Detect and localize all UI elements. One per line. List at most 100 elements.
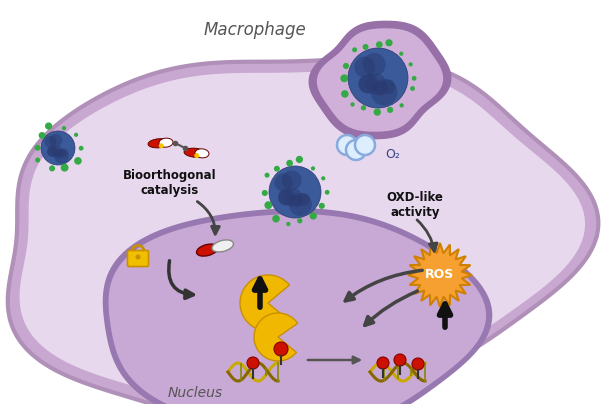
Circle shape [79,146,83,151]
Circle shape [50,134,62,147]
Circle shape [47,146,58,157]
Circle shape [262,190,268,196]
Ellipse shape [184,148,206,157]
Circle shape [51,145,63,158]
Circle shape [343,63,349,69]
Circle shape [282,170,301,190]
Circle shape [278,189,295,206]
Circle shape [399,52,403,56]
Circle shape [374,108,381,116]
Circle shape [296,156,303,163]
Circle shape [74,157,82,165]
Circle shape [352,47,357,52]
Text: O₂: O₂ [385,149,400,162]
Circle shape [410,86,415,91]
Circle shape [412,76,417,81]
Circle shape [321,176,326,181]
Circle shape [354,57,375,78]
Polygon shape [8,59,599,404]
Circle shape [286,160,293,166]
Polygon shape [19,70,585,404]
Circle shape [60,164,68,172]
Circle shape [341,90,349,98]
Polygon shape [309,21,451,139]
Polygon shape [103,208,492,404]
Circle shape [311,166,315,170]
Circle shape [363,53,386,76]
Ellipse shape [212,240,234,252]
Circle shape [387,107,393,113]
Circle shape [45,122,52,130]
Circle shape [272,215,280,223]
Text: OXD-like
activity: OXD-like activity [387,191,443,219]
Circle shape [394,354,406,366]
Circle shape [41,131,75,165]
Text: Bioorthogonal
catalysis: Bioorthogonal catalysis [123,169,217,197]
Circle shape [265,201,272,209]
Circle shape [59,149,68,157]
Circle shape [194,153,199,158]
Polygon shape [317,28,443,132]
Circle shape [361,105,366,110]
Circle shape [265,173,269,178]
Circle shape [340,74,348,82]
Ellipse shape [195,149,209,158]
Wedge shape [254,313,298,361]
Circle shape [34,145,40,151]
Circle shape [325,190,330,195]
Circle shape [45,136,56,148]
Circle shape [247,357,259,369]
Circle shape [49,165,55,171]
Circle shape [348,48,408,108]
Circle shape [385,39,393,46]
Circle shape [362,44,368,50]
Polygon shape [109,214,486,404]
Circle shape [359,74,379,94]
Circle shape [310,212,317,220]
Circle shape [319,203,325,209]
FancyBboxPatch shape [127,250,149,267]
Circle shape [269,166,321,218]
Circle shape [346,140,366,160]
Circle shape [54,149,69,164]
Circle shape [297,218,303,223]
Circle shape [74,133,78,137]
Circle shape [400,103,404,107]
Circle shape [274,166,280,172]
Circle shape [278,190,293,205]
Circle shape [35,158,40,162]
Circle shape [408,62,413,67]
Text: Macrophage: Macrophage [204,21,306,39]
Circle shape [355,135,375,155]
Circle shape [371,79,397,106]
Circle shape [358,76,376,93]
Wedge shape [240,275,289,331]
Circle shape [412,358,424,370]
Text: Nucleus: Nucleus [167,386,222,400]
Ellipse shape [159,138,173,147]
Circle shape [62,126,66,130]
Circle shape [350,102,355,107]
Circle shape [381,79,396,94]
Circle shape [286,222,291,226]
Polygon shape [408,243,472,307]
Circle shape [291,195,304,207]
Ellipse shape [196,244,218,256]
Circle shape [297,193,310,206]
Circle shape [284,188,303,206]
Circle shape [159,143,164,148]
Circle shape [39,132,45,139]
Circle shape [374,81,388,95]
Circle shape [274,173,292,191]
Circle shape [377,357,389,369]
Circle shape [47,147,57,156]
Circle shape [274,342,288,356]
Ellipse shape [148,139,170,148]
Circle shape [365,74,387,95]
Text: ROS: ROS [425,269,455,282]
Circle shape [135,255,141,259]
Circle shape [376,41,383,48]
Circle shape [56,150,64,158]
Circle shape [337,135,357,155]
Circle shape [289,193,312,216]
